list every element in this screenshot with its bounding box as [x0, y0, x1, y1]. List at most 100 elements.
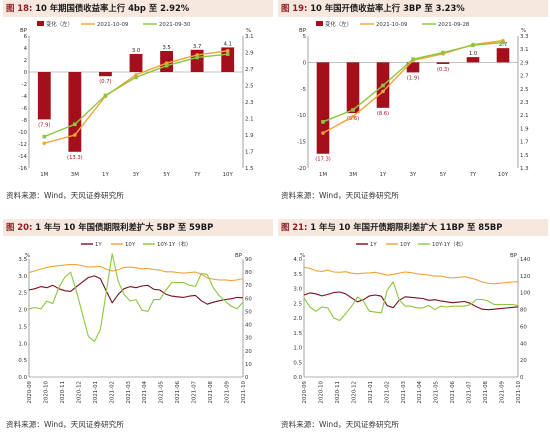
figure-label-19: 图 19: [281, 3, 308, 13]
category-label-18: 3M [71, 172, 79, 178]
point-19-2021-10-09 [321, 131, 325, 135]
left-tick-label-21: 3.0 [293, 287, 302, 293]
bar-data-label-19: 2.7 [499, 42, 507, 48]
legend-label-20-10Y: 10Y [125, 242, 136, 248]
figure-label-21: 图 21: [281, 222, 308, 232]
legend-label-18-2021-10-09: 2021-10-09 [97, 22, 129, 28]
bar-data-label-19: 1.0 [469, 51, 477, 57]
category-label-19: 7Y [470, 172, 477, 178]
category-label-18: 1Y [102, 172, 109, 178]
bar-18-3Y [129, 54, 143, 72]
right-tick-label-18: 2.3 [245, 100, 254, 106]
left-tick-label-21: 0.0 [293, 375, 302, 381]
chart-title-19: 图 19: 10 年国开债收益率上行 3BP 至 3.23% [278, 0, 548, 17]
left-tick-label-21: 4.0 [293, 257, 302, 263]
legend-label-21-10Y: 10Y [400, 242, 411, 248]
left-tick-label-18: -6 [22, 106, 28, 112]
left-tick-label-21: 1.5 [293, 331, 302, 337]
series-line-20-10Y [28, 263, 244, 282]
category-label-19: 10Y [498, 172, 509, 178]
point-19-2021-09-28 [351, 108, 355, 112]
left-tick-label-18: -8 [22, 118, 28, 124]
left-tick-label-18: 6 [24, 34, 28, 40]
bar-19-3M [346, 62, 360, 114]
point-18-2021-09-30 [225, 52, 230, 56]
right-tick-label-20: 0 [245, 375, 249, 381]
right-tick-label-21: 40 [520, 341, 527, 347]
right-tick-label-20: 80 [245, 270, 252, 276]
left-tick-label-19: -5 [301, 87, 306, 93]
left-tick-label-21: 0.5 [293, 360, 302, 366]
x-tick-label-21: 2021-02 [384, 381, 390, 404]
point-18-2021-09-30 [42, 134, 47, 139]
right-tick-label-21: 60 [520, 324, 527, 330]
x-tick-label-20: 2021-03 [126, 381, 132, 404]
right-tick-label-18: 2.7 [245, 67, 254, 73]
right-tick-label-18: 1.9 [245, 133, 254, 139]
x-tick-label-20: 2021-06 [175, 380, 181, 403]
chart-18: BP % 6 4 2 0 -2 -4 -6 -8 -10 -12 -14 -16 3.1 2.9 2.7 2.5 2… [18, 20, 254, 178]
legend-label-bar-18: 变化（左） [46, 20, 73, 28]
x-tick-label-21: 2021-09 [500, 380, 506, 403]
right-tick-label-18: 2.5 [245, 84, 254, 90]
legend-label-bar-19: 变化（左） [325, 20, 352, 28]
source-note-20: 资料来源：Wind，天风证券研究所 [6, 420, 124, 429]
category-label-18: 3Y [133, 172, 140, 178]
left-tick-label-18: -4 [22, 94, 28, 100]
right-tick-label-19: 2.1 [520, 113, 529, 119]
right-tick-label-19: 3.1 [520, 47, 529, 53]
point-18-2021-09-30 [195, 55, 199, 60]
x-tick-label-20: 2021-01 [93, 381, 99, 404]
category-label-18: 1M [40, 172, 48, 178]
left-tick-label-21: 2.5 [293, 301, 302, 307]
bar-data-label-19: (8.6) [377, 111, 389, 117]
category-label-18: 7Y [194, 172, 201, 178]
left-tick-label-21: 3.5 [293, 272, 302, 278]
right-tick-label-18: 2.9 [245, 51, 254, 57]
x-tick-label-21: 2021-07 [467, 381, 473, 404]
x-tick-label-20: 2021-10 [241, 380, 247, 403]
x-tick-label-20: 2021-08 [208, 380, 214, 403]
left-axis-unit-18: BP [20, 28, 28, 34]
right-axis-unit-18: % [246, 28, 251, 34]
chart-20: % BP 3.5 3.0 2.5 2.0 1.5 1.0 0.5 0.0 90 80 70 60 50 40 3… [18, 240, 252, 404]
left-tick-label-20: 3.0 [18, 274, 27, 280]
left-tick-label-19: -20 [297, 166, 306, 172]
legend-label-19-2021-10-09: 2021-10-09 [376, 22, 408, 28]
x-tick-label-21: 2020-12 [351, 381, 357, 404]
series-line-21-10Y-1Y（右） [303, 281, 519, 322]
right-tick-label-19: 1.9 [520, 126, 529, 132]
right-tick-label-20: 10 [245, 362, 252, 368]
bar-data-label-19: (9.6) [347, 116, 359, 122]
x-tick-label-21: 2021-10 [516, 380, 522, 403]
left-tick-label-21: 1.0 [293, 346, 302, 352]
bar-data-label-19: (1.9) [407, 75, 419, 81]
bar-19-3Y [406, 62, 420, 73]
x-tick-label-20: 2021-09 [225, 380, 231, 403]
right-tick-label-18: 1.7 [245, 150, 254, 156]
legend-label-18-2021-09-30: 2021-09-30 [159, 22, 191, 28]
left-tick-label-19: -10 [297, 113, 306, 119]
category-label-19: 1M [319, 172, 327, 178]
right-tick-label-18: 1.5 [245, 166, 254, 172]
category-label-19: 5Y [440, 172, 447, 178]
left-tick-label-21: 2.0 [293, 316, 302, 322]
chart-panel-19: 图 19: 10 年国开债收益率上行 3BP 至 3.23% BP% 5 0 -5 -1… [278, 0, 548, 212]
legend-swatch-bar-19 [316, 21, 323, 26]
left-tick-label-18: -16 [18, 166, 27, 172]
right-tick-label-19: 2.5 [520, 87, 529, 93]
legend-label-21-1Y: 1Y [370, 242, 377, 248]
point-19-2021-09-28 [501, 40, 505, 45]
left-tick-label-20: 1.0 [18, 341, 27, 347]
x-tick-label-20: 2021-02 [109, 381, 115, 404]
chart-panel-18: 图 18: 10 年期国债收益率上行 4bp 至 2.92% BP% 6 4 2 0 -2… [3, 0, 273, 212]
x-tick-label-20: 2021-04 [142, 380, 148, 403]
chart-title-20: 图 20: 1 年与 10 年国债期限利差扩大 5BP 至 59BP [3, 219, 273, 236]
x-tick-label-20: 2020-11 [60, 381, 66, 404]
x-tick-label-21: 2020-09 [302, 380, 308, 403]
right-tick-label-21: 120 [520, 274, 531, 280]
legend-label-19-2021-09-28: 2021-09-28 [438, 22, 470, 28]
bar-18-3M [68, 72, 82, 152]
bar-data-label-19: (0.3) [437, 67, 449, 73]
left-tick-label-20: 3.5 [18, 257, 27, 263]
